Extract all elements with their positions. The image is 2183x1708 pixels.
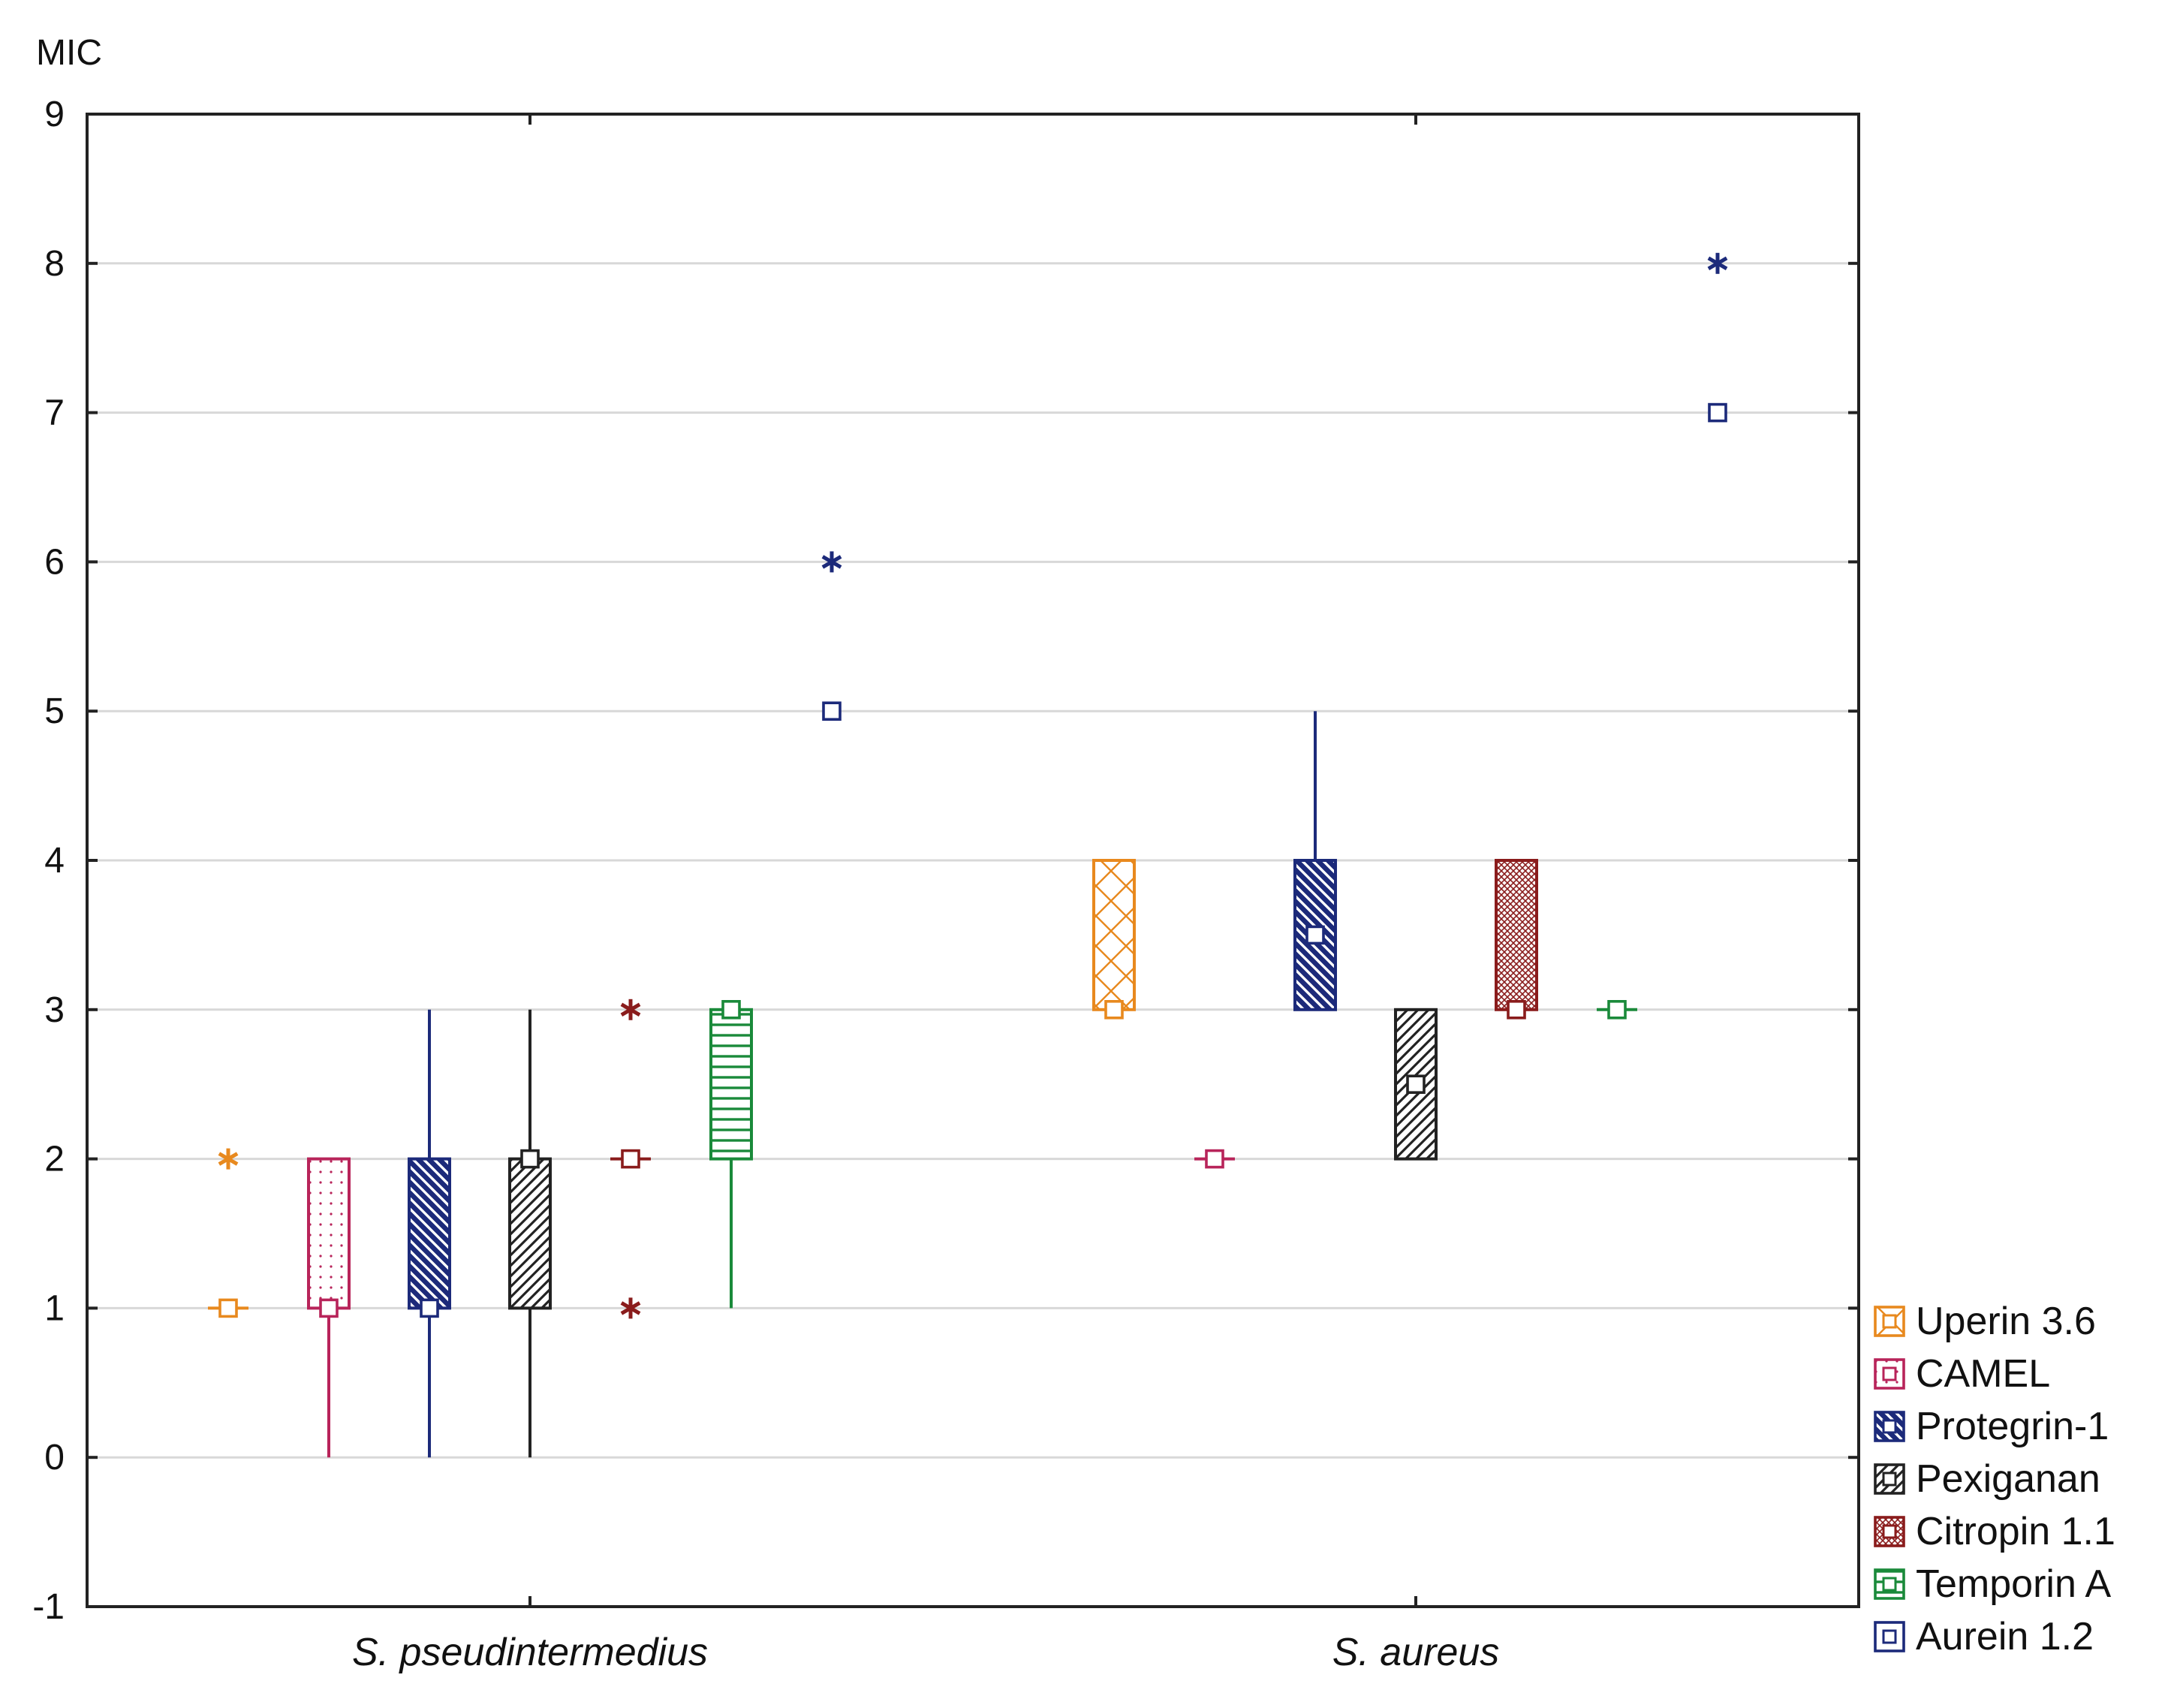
legend-swatch: [1874, 1516, 1905, 1547]
y-tick-label: 0: [44, 1438, 65, 1478]
median-marker: [1205, 1149, 1224, 1169]
box-3-2: [1293, 711, 1337, 1011]
legend-item: Protegrin-1: [1874, 1405, 2109, 1448]
legend-label: Protegrin-1: [1916, 1405, 2109, 1448]
legend-item: Aurein 1.2: [1874, 1615, 2094, 1658]
legend-label: Aurein 1.2: [1916, 1615, 2094, 1658]
box-rect: [709, 1008, 753, 1161]
box-5-1: [610, 999, 651, 1319]
legend-marker: [1882, 1629, 1897, 1644]
legend-swatch: [1874, 1463, 1905, 1495]
y-axis-ticks: 9 8 7 6 5 4 3 2 1 0 -1: [32, 95, 1859, 1627]
box-rect: [1092, 859, 1136, 1011]
extreme-point: [620, 999, 641, 1020]
legend-marker: [1882, 1472, 1897, 1487]
extreme-point: [620, 1297, 641, 1319]
box-rect: [307, 1157, 351, 1310]
median-marker: [218, 1298, 238, 1318]
legend-label: Uperin 3.6: [1916, 1300, 2096, 1343]
boxes-layer: [208, 252, 1728, 1458]
box-6-2: [1597, 1000, 1637, 1020]
median-marker: [420, 1298, 439, 1318]
legend-swatch: [1874, 1306, 1905, 1337]
extreme-point: [218, 1148, 239, 1170]
x-category-label: S. pseudintermedius: [352, 1631, 708, 1674]
legend-label: Pexiganan: [1916, 1457, 2100, 1501]
extreme-point: [1707, 252, 1728, 274]
median-marker: [319, 1298, 339, 1318]
y-tick-label: 1: [44, 1288, 65, 1328]
legend-label: Temporin A: [1916, 1562, 2111, 1606]
legend-item: CAMEL: [1874, 1352, 2050, 1396]
median-marker: [1406, 1074, 1426, 1094]
median-marker: [1305, 925, 1325, 945]
median-marker: [1104, 1000, 1124, 1020]
legend: Uperin 3.6 CAMEL Protegrin-1 Pexiganan Citro…: [1874, 1300, 2115, 1658]
y-tick-label: 6: [44, 542, 65, 582]
y-tick-label: 5: [44, 691, 65, 731]
median-marker: [621, 1149, 640, 1169]
y-tick-label: 2: [44, 1140, 65, 1179]
grid-lines: [87, 262, 1859, 1459]
y-axis-label: MIC: [36, 33, 102, 73]
legend-marker: [1882, 1524, 1897, 1539]
box-7-1: [821, 551, 842, 721]
box-3-1: [408, 1009, 451, 1458]
y-tick-label: 4: [44, 841, 65, 881]
legend-marker: [1882, 1419, 1897, 1434]
median-marker: [1607, 1000, 1627, 1020]
median-marker: [721, 1000, 741, 1020]
box-rect: [508, 1157, 552, 1310]
median-marker: [520, 1149, 540, 1169]
box-4-2: [1394, 1008, 1438, 1161]
y-tick-label: 7: [44, 393, 65, 433]
legend-label: CAMEL: [1916, 1352, 2050, 1396]
box-rect: [1495, 859, 1538, 1011]
legend-label: Citropin 1.1: [1916, 1510, 2115, 1553]
box-6-1: [709, 1000, 753, 1309]
box-1-1: [208, 1148, 248, 1318]
y-tick-label: -1: [32, 1587, 65, 1627]
median-marker: [1507, 1000, 1526, 1020]
legend-item: Temporin A: [1874, 1562, 2111, 1606]
legend-marker: [1882, 1577, 1897, 1592]
extreme-point: [821, 551, 842, 573]
legend-item: Citropin 1.1: [1874, 1510, 2115, 1553]
box-2-2: [1194, 1149, 1235, 1169]
box-5-2: [1495, 859, 1538, 1020]
median-marker: [822, 701, 842, 721]
median-marker: [1708, 402, 1727, 423]
box-2-1: [307, 1157, 351, 1458]
x-category-label: S. aureus: [1332, 1631, 1500, 1674]
y-tick-label: 9: [44, 95, 65, 134]
legend-marker: [1882, 1366, 1897, 1381]
box-rect: [408, 1157, 451, 1310]
box-1-2: [1092, 859, 1136, 1020]
box-7-2: [1707, 252, 1728, 423]
legend-item: Uperin 3.6: [1874, 1300, 2096, 1343]
box-4-1: [508, 1009, 552, 1458]
legend-marker: [1882, 1314, 1897, 1329]
y-tick-label: 8: [44, 244, 65, 284]
legend-item: Pexiganan: [1874, 1457, 2100, 1501]
y-tick-label: 3: [44, 990, 65, 1030]
x-axis-ticks: S. pseudintermedius S. aureus: [352, 114, 1499, 1674]
